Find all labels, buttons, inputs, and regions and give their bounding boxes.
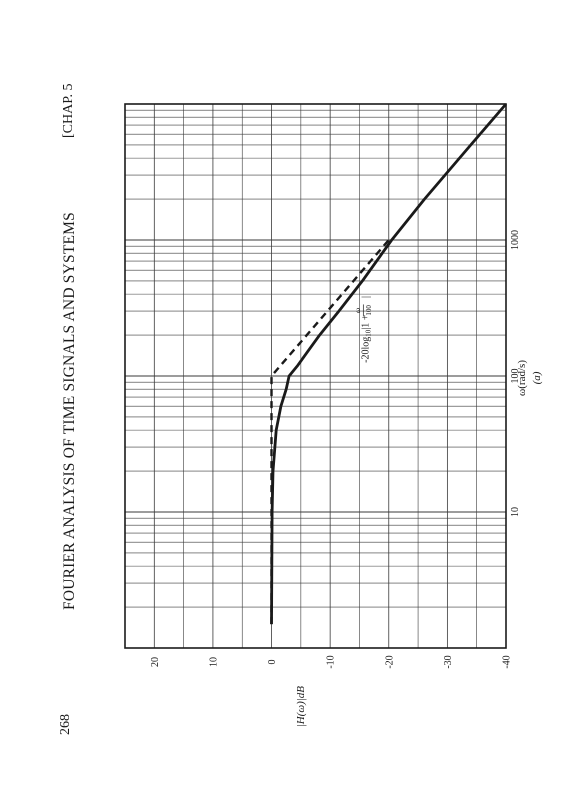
y-tick-label: -30	[443, 655, 454, 668]
y-tick-label: 10	[208, 657, 219, 667]
series-lines	[270, 103, 508, 625]
x-tick-label: 100	[510, 369, 521, 384]
y-tick-label: 0	[267, 660, 278, 665]
plot-frame	[124, 103, 507, 649]
response-curve	[270, 103, 508, 625]
annotation-prefix: -20log	[360, 337, 371, 363]
y-tick-label: -40	[502, 655, 513, 668]
y-axis-label: |H(ω)|dB	[295, 686, 307, 728]
annotation-text: -20log10|1 + |	[360, 296, 372, 363]
y-tick-label: -20	[384, 655, 395, 668]
y-tick-label: 20	[150, 657, 161, 667]
annotation-bar: |1 +	[360, 312, 371, 330]
grid	[125, 104, 506, 648]
annotation-end: |	[360, 296, 371, 298]
y-tick-label: -10	[326, 655, 337, 668]
x-tick-label: 10	[510, 507, 521, 517]
figure-caption: (a)	[531, 371, 543, 384]
asymptote-annotation: -20log10|1 + | ω 100	[353, 296, 373, 363]
annotation-subscript: 10	[364, 329, 372, 337]
x-axis-label: ω(rad/s)	[516, 360, 528, 396]
annotation-fraction-denominator: 100	[365, 305, 373, 316]
x-tick-label: 1000	[510, 230, 521, 250]
annotation-fraction-numerator: ω	[353, 308, 362, 313]
asymptote-line	[270, 239, 390, 625]
